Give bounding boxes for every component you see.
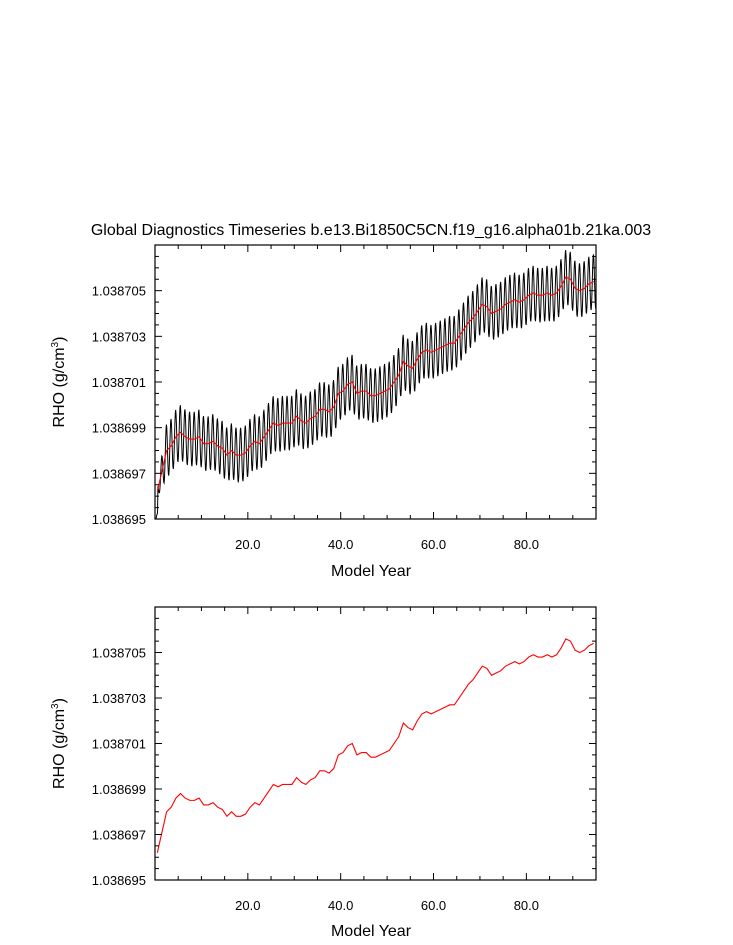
series-line-annual-mean	[156, 638, 594, 853]
y-tick-label: 1.038697	[92, 828, 146, 843]
y-axis-label-close: )	[51, 337, 68, 342]
y-tick-label: 1.038697	[92, 466, 146, 481]
y-axis-label-text: RHO (g/cm	[51, 709, 68, 789]
panel-bottom: 20.0 40.0 60.0 80.0 1.038695 1.038697 1.038699…	[50, 606, 597, 940]
y-tick-label: 1.038705	[92, 646, 146, 661]
y-tick-label: 1.038699	[92, 421, 146, 436]
chart-title: Global Diagnostics Timeseries b.e13.Bi18…	[91, 222, 651, 239]
y-axis-label-superscript: 3	[50, 703, 61, 709]
y-tick-label: 1.038703	[92, 691, 146, 706]
y-tick-label: 1.038705	[92, 284, 146, 299]
x-tick-label: 60.0	[421, 537, 446, 552]
x-tick-label: 40.0	[328, 898, 353, 913]
x-axis-label: Model Year	[331, 563, 412, 580]
x-tick-label: 60.0	[421, 898, 446, 913]
x-axis-label: Model Year	[331, 923, 412, 940]
x-tick-label: 80.0	[514, 537, 539, 552]
y-axis-label-superscript: 3	[50, 341, 61, 347]
series-line-annual-mean	[156, 276, 594, 492]
y-tick-label: 1.038695	[92, 873, 146, 888]
y-axis-label: RHO (g/cm3)	[50, 337, 68, 428]
plot-frame	[154, 606, 597, 881]
y-tick-label: 1.038703	[92, 329, 146, 344]
y-tick-label: 1.038701	[92, 375, 146, 390]
y-tick-label: 1.038701	[92, 737, 146, 752]
panel-top: 20.0 40.0 60.0 80.0 1.038695 1.038697 1.038699…	[50, 244, 597, 580]
y-tick-label: 1.038695	[92, 512, 146, 527]
series-line-monthly	[155, 250, 596, 519]
y-tick-label: 1.038699	[92, 782, 146, 797]
y-axis-label: RHO (g/cm3)	[50, 698, 68, 789]
x-tick-label: 40.0	[328, 537, 353, 552]
x-tick-label: 20.0	[235, 537, 260, 552]
y-axis-label-close: )	[51, 698, 68, 703]
y-axis-label-text: RHO (g/cm	[51, 347, 68, 427]
x-tick-label: 80.0	[514, 898, 539, 913]
x-tick-label: 20.0	[235, 898, 260, 913]
